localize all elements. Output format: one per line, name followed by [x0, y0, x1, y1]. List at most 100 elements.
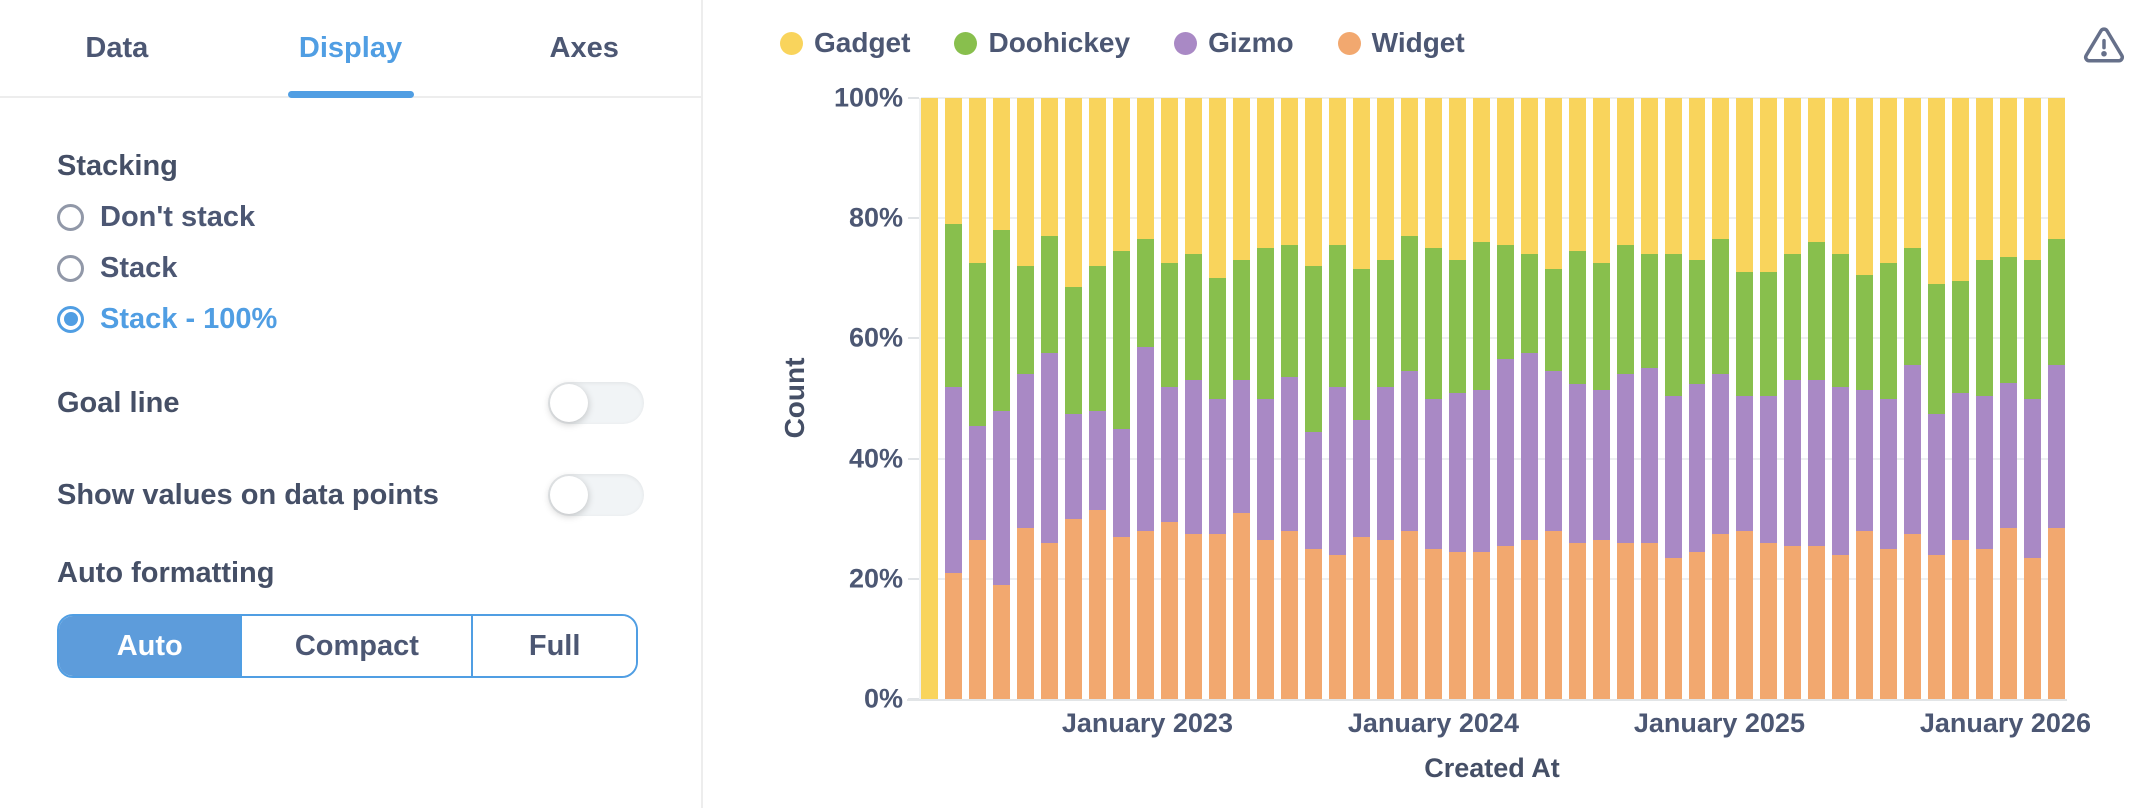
bar-segment-doohickey[interactable] — [1352, 269, 1370, 420]
bar-segment-gadget[interactable] — [1544, 98, 1562, 270]
bar-segment-gizmo[interactable] — [1712, 374, 1730, 534]
bar-segment-widget[interactable] — [1904, 533, 1922, 699]
bar-segment-doohickey[interactable] — [1760, 272, 1778, 396]
bar-segment-gizmo[interactable] — [1784, 380, 1802, 546]
bar-segment-gadget[interactable] — [1400, 98, 1418, 237]
bar-segment-widget[interactable] — [1472, 551, 1490, 699]
bar-segment-gadget[interactable] — [1520, 98, 1538, 255]
bar-segment-gizmo[interactable] — [1064, 413, 1082, 519]
bar-segment-gizmo[interactable] — [1904, 365, 1922, 534]
bar-segment-gizmo[interactable] — [1376, 386, 1394, 540]
bar-segment-gizmo[interactable] — [968, 425, 986, 540]
bar-segment-gadget[interactable] — [1976, 98, 1994, 261]
bar-segment-gizmo[interactable] — [1208, 398, 1226, 534]
bar-segment-gizmo[interactable] — [2000, 383, 2018, 528]
bar-segment-doohickey[interactable] — [1376, 260, 1394, 387]
format-option-full[interactable]: Full — [471, 616, 636, 676]
bar-segment-gadget[interactable] — [1304, 98, 1322, 267]
bar-segment-widget[interactable] — [944, 572, 962, 699]
bar-segment-gizmo[interactable] — [1568, 383, 1586, 543]
bar-segment-doohickey[interactable] — [1208, 278, 1226, 399]
bar-segment-gizmo[interactable] — [1352, 419, 1370, 537]
toggle-knob[interactable] — [550, 384, 588, 422]
bar-segment-widget[interactable] — [2024, 557, 2042, 699]
bar-segment-widget[interactable] — [1736, 530, 1754, 699]
bar-segment-gadget[interactable] — [1328, 98, 1346, 246]
toggle-knob[interactable] — [550, 476, 588, 514]
bar-segment-doohickey[interactable] — [1040, 236, 1058, 354]
bar-segment-doohickey[interactable] — [1472, 242, 1490, 390]
bar-segment-widget[interactable] — [1208, 533, 1226, 699]
bar-segment-gadget[interactable] — [1424, 98, 1442, 249]
bar-segment-widget[interactable] — [1808, 545, 1826, 699]
bar-segment-doohickey[interactable] — [1808, 242, 1826, 381]
bar-segment-widget[interactable] — [1496, 545, 1514, 699]
bar-segment-doohickey[interactable] — [1280, 245, 1298, 378]
bar-segment-doohickey[interactable] — [1136, 239, 1154, 348]
bar-segment-gizmo[interactable] — [1184, 380, 1202, 534]
bar-segment-gadget[interactable] — [968, 98, 986, 264]
bar-segment-gizmo[interactable] — [1016, 374, 1034, 528]
legend-item-doohickey[interactable]: Doohickey — [954, 27, 1130, 59]
bar-segment-gizmo[interactable] — [1640, 368, 1658, 543]
bar-segment-gizmo[interactable] — [1832, 386, 1850, 555]
bar-segment-doohickey[interactable] — [968, 263, 986, 426]
bar-segment-doohickey[interactable] — [1784, 254, 1802, 381]
bar-segment-gadget[interactable] — [1712, 98, 1730, 240]
bar-segment-widget[interactable] — [1016, 527, 1034, 699]
bar-segment-doohickey[interactable] — [2000, 257, 2018, 384]
bar-segment-gadget[interactable] — [1256, 98, 1274, 249]
stacking-option-stack-100[interactable]: Stack - 100% — [57, 301, 644, 337]
bar-segment-gadget[interactable] — [2048, 98, 2066, 240]
bar-segment-widget[interactable] — [1256, 539, 1274, 699]
bar-segment-widget[interactable] — [1112, 536, 1130, 699]
bar-segment-doohickey[interactable] — [1616, 245, 1634, 375]
legend-item-gizmo[interactable]: Gizmo — [1174, 27, 1294, 59]
bar-segment-gadget[interactable] — [1904, 98, 1922, 249]
legend-item-gadget[interactable]: Gadget — [780, 27, 910, 59]
bar-segment-doohickey[interactable] — [1592, 263, 1610, 390]
bar-segment-gadget[interactable] — [1880, 98, 1898, 264]
bar-segment-widget[interactable] — [1544, 530, 1562, 699]
bar-segment-widget[interactable] — [1064, 518, 1082, 699]
bar-segment-widget[interactable] — [1160, 521, 1178, 699]
bar-segment-widget[interactable] — [1304, 548, 1322, 699]
bar-segment-gizmo[interactable] — [1304, 431, 1322, 549]
bar-segment-widget[interactable] — [1976, 548, 1994, 699]
bar-segment-gizmo[interactable] — [1808, 380, 1826, 546]
bar-segment-widget[interactable] — [1592, 539, 1610, 699]
bar-segment-doohickey[interactable] — [1688, 260, 1706, 384]
bar-segment-widget[interactable] — [1928, 554, 1946, 699]
bar-segment-gizmo[interactable] — [1136, 347, 1154, 531]
bar-segment-widget[interactable] — [1088, 509, 1106, 699]
bar-segment-doohickey[interactable] — [1856, 275, 1874, 390]
bar-segment-gadget[interactable] — [1808, 98, 1826, 243]
bar-segment-gadget[interactable] — [1448, 98, 1466, 261]
bar-segment-widget[interactable] — [2000, 527, 2018, 699]
bar-segment-gadget[interactable] — [1352, 98, 1370, 270]
bar-segment-gadget[interactable] — [1472, 98, 1490, 243]
bar-segment-widget[interactable] — [1280, 530, 1298, 699]
radio-icon[interactable] — [57, 305, 84, 333]
bar-segment-doohickey[interactable] — [2048, 239, 2066, 366]
bar-segment-widget[interactable] — [1136, 530, 1154, 699]
bar-segment-gadget[interactable] — [944, 98, 962, 225]
bar-segment-gadget[interactable] — [2000, 98, 2018, 258]
bar-segment-gizmo[interactable] — [1616, 374, 1634, 543]
legend-item-widget[interactable]: Widget — [1337, 27, 1465, 59]
bar-segment-gadget[interactable] — [1688, 98, 1706, 261]
bar-segment-doohickey[interactable] — [1016, 266, 1034, 375]
bar-segment-doohickey[interactable] — [2024, 260, 2042, 399]
bar-segment-gizmo[interactable] — [1088, 410, 1106, 510]
bar-segment-gadget[interactable] — [1664, 98, 1682, 255]
bar-segment-widget[interactable] — [1352, 536, 1370, 699]
bar-segment-gizmo[interactable] — [1976, 395, 1994, 549]
bar-segment-gadget[interactable] — [1112, 98, 1130, 252]
bar-segment-widget[interactable] — [1616, 542, 1634, 699]
bar-segment-doohickey[interactable] — [1328, 245, 1346, 387]
bar-segment-gizmo[interactable] — [1592, 389, 1610, 540]
bar-segment-gadget[interactable] — [1064, 98, 1082, 288]
radio-icon[interactable] — [57, 254, 84, 282]
bar-segment-widget[interactable] — [1784, 545, 1802, 699]
bar-segment-gizmo[interactable] — [1856, 389, 1874, 531]
